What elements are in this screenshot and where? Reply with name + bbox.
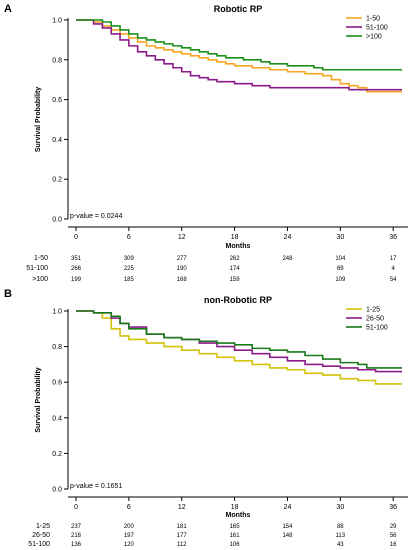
x-axis-label: Months [226, 512, 251, 519]
at-risk-value: 218 [71, 533, 82, 539]
at-risk-label: 1-25 [36, 523, 50, 530]
x-tick-label: 24 [284, 504, 292, 511]
at-risk-value: 16 [390, 542, 397, 548]
at-risk-value: 174 [230, 266, 241, 272]
legend-entry: >100 [366, 34, 382, 41]
at-risk-label: 26-50 [32, 532, 50, 539]
at-risk-value: 168 [177, 277, 188, 283]
y-tick-label: 0.0 [52, 487, 62, 494]
x-tick-label: 0 [74, 504, 78, 511]
at-risk-value: 161 [230, 533, 241, 539]
at-risk-value: 109 [335, 277, 346, 283]
y-tick-label: 0.4 [52, 137, 62, 144]
at-risk-value: 29 [390, 524, 397, 530]
at-risk-value: 351 [71, 256, 82, 262]
y-tick-label: 0.4 [52, 415, 62, 422]
at-risk-value: 177 [177, 533, 188, 539]
y-tick-label: 0.2 [52, 451, 62, 458]
at-risk-value: 197 [124, 533, 135, 539]
at-risk-value: 43 [337, 542, 344, 548]
at-risk-value: 225 [124, 266, 135, 272]
at-risk-value: 54 [390, 277, 397, 283]
at-risk-value: 113 [336, 533, 346, 539]
series-line-51-100 [76, 19, 402, 91]
legend-entry: 51-100 [366, 25, 388, 32]
series-line-1-25 [76, 310, 402, 385]
at-risk-value: 237 [71, 524, 82, 530]
series-line->100 [76, 19, 402, 71]
at-risk-value: 165 [230, 524, 241, 530]
y-tick-label: 0.8 [52, 57, 62, 64]
at-risk-value: 266 [71, 266, 82, 272]
legend-entry: 51-100 [366, 325, 388, 332]
at-risk-value: 248 [282, 256, 293, 262]
at-risk-value: 148 [282, 533, 293, 539]
at-risk-value: 190 [177, 266, 188, 272]
y-axis-label: Survival Probability [35, 87, 42, 152]
at-risk-value: 262 [230, 256, 241, 262]
p-value: p-value = 0.0244 [70, 213, 122, 220]
panel-letter: B [4, 288, 12, 300]
at-risk-value: 159 [230, 277, 241, 283]
y-tick-label: 1.0 [52, 18, 62, 25]
x-tick-label: 0 [74, 234, 78, 241]
chart-title: Robotic RP [214, 4, 263, 14]
x-tick-label: 12 [178, 504, 186, 511]
x-tick-label: 30 [336, 504, 344, 511]
at-risk-value: 185 [124, 277, 135, 283]
at-risk-value: 112 [177, 542, 187, 548]
legend-entry: 1-25 [366, 307, 380, 314]
at-risk-value: 200 [124, 524, 135, 530]
chart-title: non-Robotic RP [204, 295, 272, 305]
series-line-51-100 [76, 310, 402, 369]
panel-letter: A [4, 3, 12, 15]
at-risk-value: 17 [390, 256, 397, 262]
legend-entry: 1-50 [366, 16, 380, 23]
at-risk-value: 56 [390, 533, 397, 539]
y-tick-label: 0.0 [52, 217, 62, 224]
y-tick-label: 0.2 [52, 177, 62, 184]
legend-entry: 26-50 [366, 316, 384, 323]
p-value: p-value = 0.1651 [70, 483, 122, 490]
x-tick-label: 36 [389, 504, 397, 511]
x-tick-label: 24 [284, 234, 292, 241]
at-risk-label: 51-100 [26, 265, 48, 272]
y-tick-label: 0.6 [52, 97, 62, 104]
at-risk-value: 309 [124, 256, 135, 262]
x-tick-label: 36 [389, 234, 397, 241]
at-risk-value: 199 [71, 277, 82, 283]
at-risk-value: 277 [177, 256, 188, 262]
at-risk-value: 181 [177, 524, 188, 530]
at-risk-label: 1-50 [34, 255, 48, 262]
y-tick-label: 1.0 [52, 309, 62, 316]
y-tick-label: 0.8 [52, 344, 62, 351]
at-risk-value: 106 [230, 542, 241, 548]
x-tick-label: 6 [127, 234, 131, 241]
y-axis-label: Survival Probability [35, 367, 42, 432]
at-risk-label: 51-100 [28, 541, 50, 548]
at-risk-label: >100 [32, 276, 48, 283]
chart-panel-a: A Robotic RP 0.0 0.2 0.4 0.6 0.8 1.0 0 6 12 18 24 30 3… [4, 3, 408, 283]
x-tick-label: 6 [127, 504, 131, 511]
at-risk-value: 104 [335, 256, 346, 262]
x-tick-label: 12 [178, 234, 186, 241]
x-tick-label: 18 [231, 234, 239, 241]
at-risk-value: 154 [282, 524, 293, 530]
y-tick-label: 0.6 [52, 380, 62, 387]
x-tick-label: 18 [231, 504, 239, 511]
at-risk-value: 4 [392, 266, 396, 272]
at-risk-value: 136 [71, 542, 82, 548]
x-axis-label: Months [226, 243, 251, 250]
x-tick-label: 30 [336, 234, 344, 241]
at-risk-value: 88 [337, 524, 344, 530]
at-risk-value: 120 [124, 542, 135, 548]
at-risk-value: 69 [337, 266, 344, 272]
